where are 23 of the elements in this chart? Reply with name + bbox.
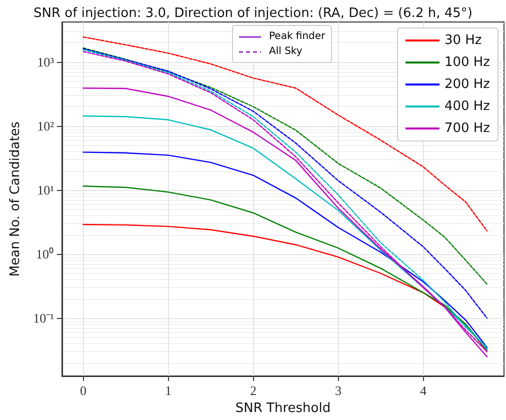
x-tick-label: 3 [335, 383, 342, 398]
y-tick-label: 10⁻¹ [33, 310, 54, 326]
y-tick-label: 10⁰ [36, 246, 54, 262]
y-axis-title: Mean No. of Candidates [8, 121, 23, 277]
line-series [82, 224, 488, 352]
x-tick-label: 1 [165, 383, 172, 398]
y-tick-label: 10¹ [37, 182, 54, 198]
legend-label: 700 Hz [444, 121, 490, 136]
annotation: All Sky [269, 46, 302, 57]
y-tick-label: 10³ [37, 54, 54, 70]
x-tick-label: 4 [420, 383, 427, 398]
line-series [82, 186, 488, 350]
legend-label: 400 Hz [444, 99, 490, 114]
line-series [82, 152, 488, 348]
legend-label: 30 Hz [444, 33, 482, 48]
annotation: Peak finder [269, 31, 326, 42]
y-tick-label: 10² [37, 118, 54, 134]
legend-label: 100 Hz [444, 55, 490, 70]
x-axis-title: SNR Threshold [235, 400, 331, 416]
x-tick-label: 2 [250, 383, 256, 398]
chart-title: SNR of injection: 3.0, Direction of injection: (RA, Dec) = (6.2 h, 45°) [34, 6, 472, 21]
x-tick-label: 0 [80, 383, 86, 398]
legend-label: 200 Hz [444, 77, 490, 92]
